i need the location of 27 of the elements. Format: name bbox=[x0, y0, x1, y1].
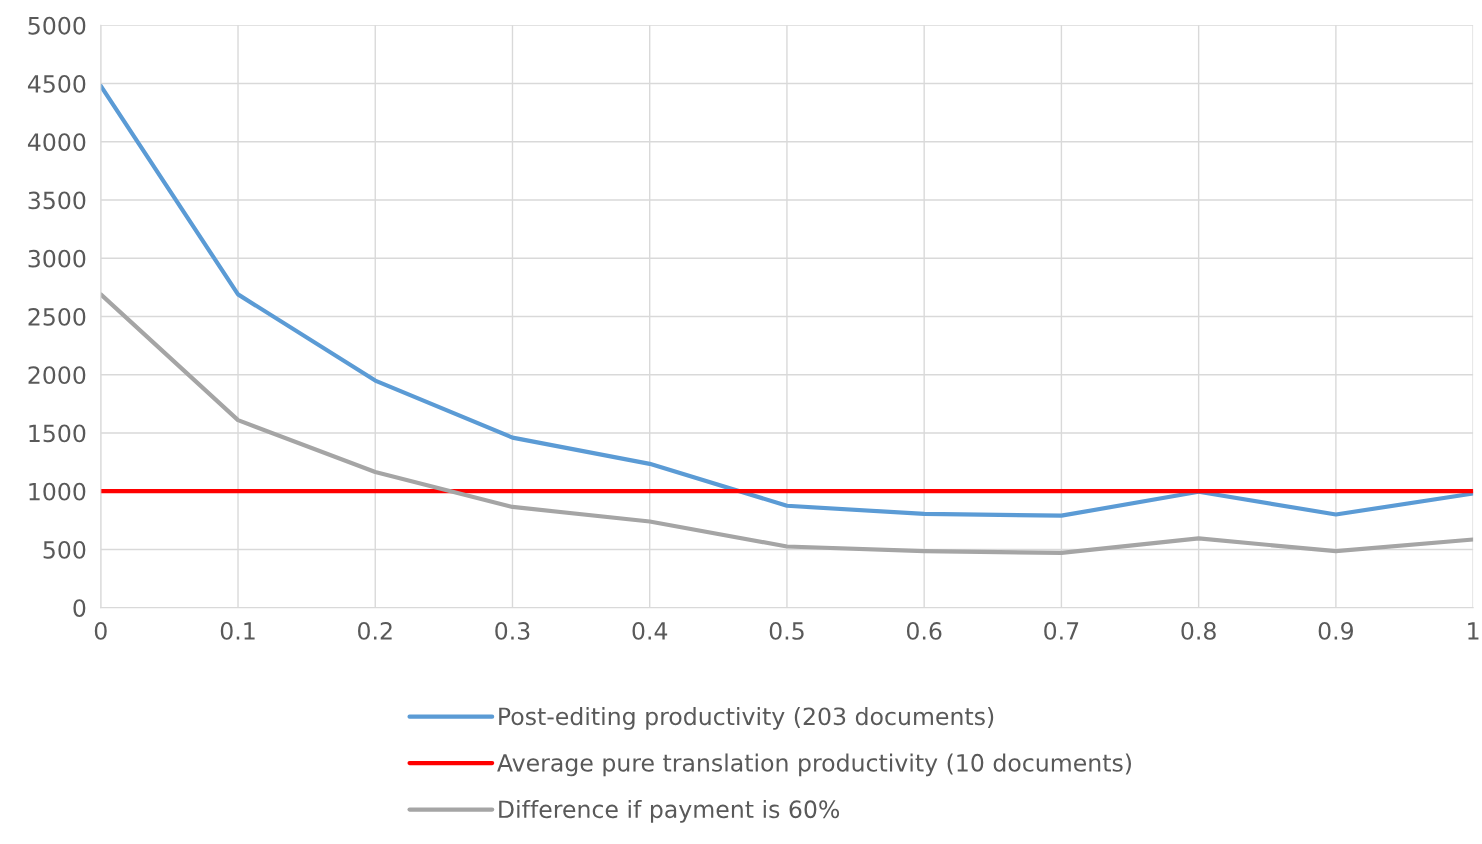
x-tick-label: 0.8 bbox=[1181, 621, 1216, 640]
x-tick-label: 0.6 bbox=[906, 621, 942, 640]
y-tick-label: 0 bbox=[73, 599, 86, 617]
x-tick-label: 0.3 bbox=[495, 621, 530, 640]
x-tick-label: 0.9 bbox=[1318, 621, 1353, 640]
y-tick-label: 4000 bbox=[27, 133, 86, 152]
line-series bbox=[100, 292, 1474, 556]
y-tick-label: 1000 bbox=[29, 482, 86, 501]
x-tick-label: 0.7 bbox=[1044, 621, 1079, 640]
y-tick-label: 3500 bbox=[28, 191, 86, 210]
y-tick-label: 500 bbox=[43, 540, 86, 559]
y-tick-label: 5000 bbox=[28, 16, 86, 35]
legend-label: Average pure translation productivity (10 documents) bbox=[497, 753, 1131, 777]
legend-label: Difference if payment is 60% bbox=[499, 799, 840, 823]
x-tick-label: 0.5 bbox=[769, 621, 804, 640]
legend-label: Post-editing productivity (203 documents) bbox=[499, 706, 994, 730]
line-series bbox=[100, 83, 1474, 518]
y-tick-label: 1500 bbox=[29, 424, 86, 443]
y-tick-label: 2500 bbox=[28, 307, 86, 326]
y-tick-label: 2000 bbox=[28, 366, 86, 385]
y-tick-label: 3000 bbox=[28, 249, 86, 268]
x-tick-label: 0.2 bbox=[358, 621, 392, 640]
x-tick-label: 0 bbox=[94, 621, 107, 640]
x-tick-label: 0.4 bbox=[632, 621, 668, 640]
x-tick-label: 0.1 bbox=[220, 621, 255, 640]
x-tick-label: 1 bbox=[1468, 622, 1479, 640]
y-tick-label: 4500 bbox=[27, 75, 86, 93]
